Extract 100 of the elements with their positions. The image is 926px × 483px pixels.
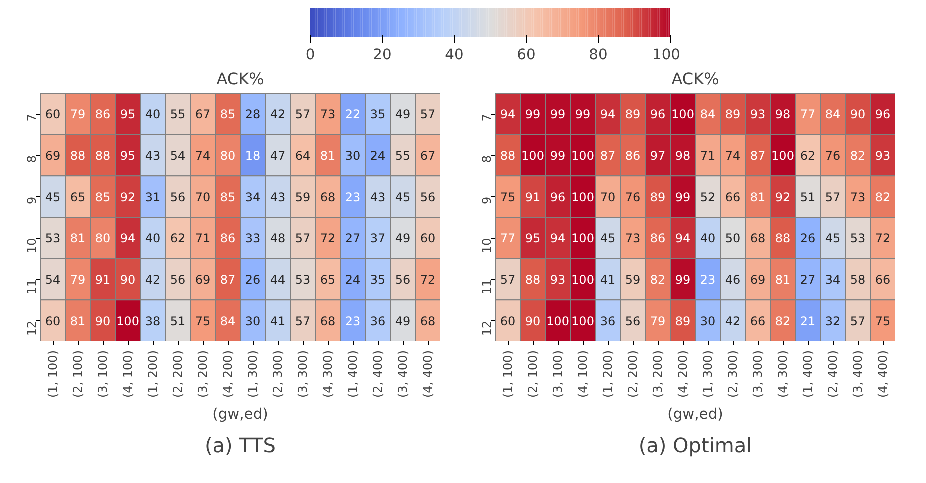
data-label: 36 [370,314,386,328]
data-label: 45 [825,232,841,246]
x-tick-label: (1, 100) [501,350,515,398]
data-label: 84 [220,314,236,328]
data-label: 98 [675,149,691,163]
y-tick-label: 9 [25,196,39,204]
data-label: 94 [120,232,136,246]
color-bar-label: 0 [306,46,316,64]
data-label: 80 [220,149,236,163]
data-label: 93 [550,273,566,287]
data-label: 99 [550,108,566,122]
data-label: 45 [45,190,61,204]
data-label: 89 [650,190,666,204]
data-label: 88 [775,232,791,246]
data-label: 42 [725,314,741,328]
data-label: 77 [800,108,816,122]
data-label: 60 [45,108,61,122]
data-label: 57 [295,314,311,328]
data-label: 21 [800,314,816,328]
data-label: 41 [600,273,616,287]
data-label: 90 [95,314,111,328]
data-label: 49 [395,232,411,246]
data-label: 85 [95,190,111,204]
y-tick-label: 10 [25,238,39,254]
color-bar-label: 60 [517,46,536,64]
data-label: 91 [525,190,541,204]
data-label: 23 [700,273,716,287]
data-label: 82 [650,273,666,287]
data-label: 99 [675,273,691,287]
data-label: 40 [700,232,716,246]
data-label: 30 [345,149,361,163]
data-label: 62 [170,232,186,246]
x-tick-label: (4, 100) [121,350,135,398]
x-tick-label: (4, 200) [676,350,690,398]
x-axis-title: (gw,ed) [668,406,724,424]
data-label: 72 [320,232,336,246]
x-tick-label: (1, 300) [701,350,715,398]
data-label: 28 [245,108,261,122]
data-label: 69 [750,273,766,287]
data-label: 42 [145,273,161,287]
data-label: 24 [345,273,361,287]
data-label: 22 [345,108,361,122]
data-label: 38 [145,314,161,328]
x-tick-label: (2, 200) [626,350,640,398]
data-label: 86 [650,232,666,246]
x-tick-label: (2, 100) [526,350,540,398]
data-label: 62 [800,149,816,163]
x-tick-label: (3, 300) [751,350,765,398]
data-label: 100 [522,149,544,163]
data-label: 99 [675,190,691,204]
data-label: 57 [825,190,841,204]
data-label: 91 [95,273,111,287]
data-label: 23 [345,190,361,204]
data-label: 79 [650,314,666,328]
data-label: 87 [750,149,766,163]
data-label: 75 [195,314,211,328]
data-label: 87 [220,273,236,287]
data-label: 90 [850,108,866,122]
data-label: 87 [600,149,616,163]
data-label: 37 [370,232,386,246]
data-label: 68 [750,232,766,246]
data-label: 68 [420,314,436,328]
data-label: 57 [295,232,311,246]
y-tick-label: 7 [480,114,494,122]
data-label: 75 [875,314,891,328]
data-label: 69 [195,273,211,287]
data-label: 35 [370,273,386,287]
data-label: 79 [70,108,86,122]
data-label: 58 [850,273,866,287]
chart-title: ACK% [216,70,264,88]
data-label: 60 [420,232,436,246]
data-label: 40 [145,108,161,122]
data-label: 69 [45,149,61,163]
data-label: 86 [220,232,236,246]
data-label: 48 [270,232,286,246]
data-label: 84 [700,108,716,122]
data-label: 44 [270,273,286,287]
x-tick-label: (2, 300) [271,350,285,398]
data-label: 100 [546,314,570,328]
y-tick-label: 10 [480,238,494,254]
y-tick-label: 11 [480,279,494,295]
data-label: 26 [800,232,816,246]
x-tick-label: (3, 100) [551,350,565,398]
data-label: 71 [700,149,716,163]
x-tick-label: (1, 300) [246,350,260,398]
data-label: 92 [120,190,136,204]
x-tick-label: (1, 200) [146,350,160,398]
x-tick-label: (2, 400) [826,350,840,398]
data-label: 57 [850,314,866,328]
data-label: 34 [825,273,841,287]
data-label: 88 [525,273,541,287]
data-label: 60 [500,314,516,328]
data-label: 68 [320,190,336,204]
data-label: 60 [45,314,61,328]
chart-title: ACK% [672,70,720,88]
data-label: 66 [875,273,891,287]
data-label: 67 [420,149,436,163]
data-label: 56 [170,273,186,287]
data-label: 74 [195,149,211,163]
data-label: 66 [725,190,741,204]
